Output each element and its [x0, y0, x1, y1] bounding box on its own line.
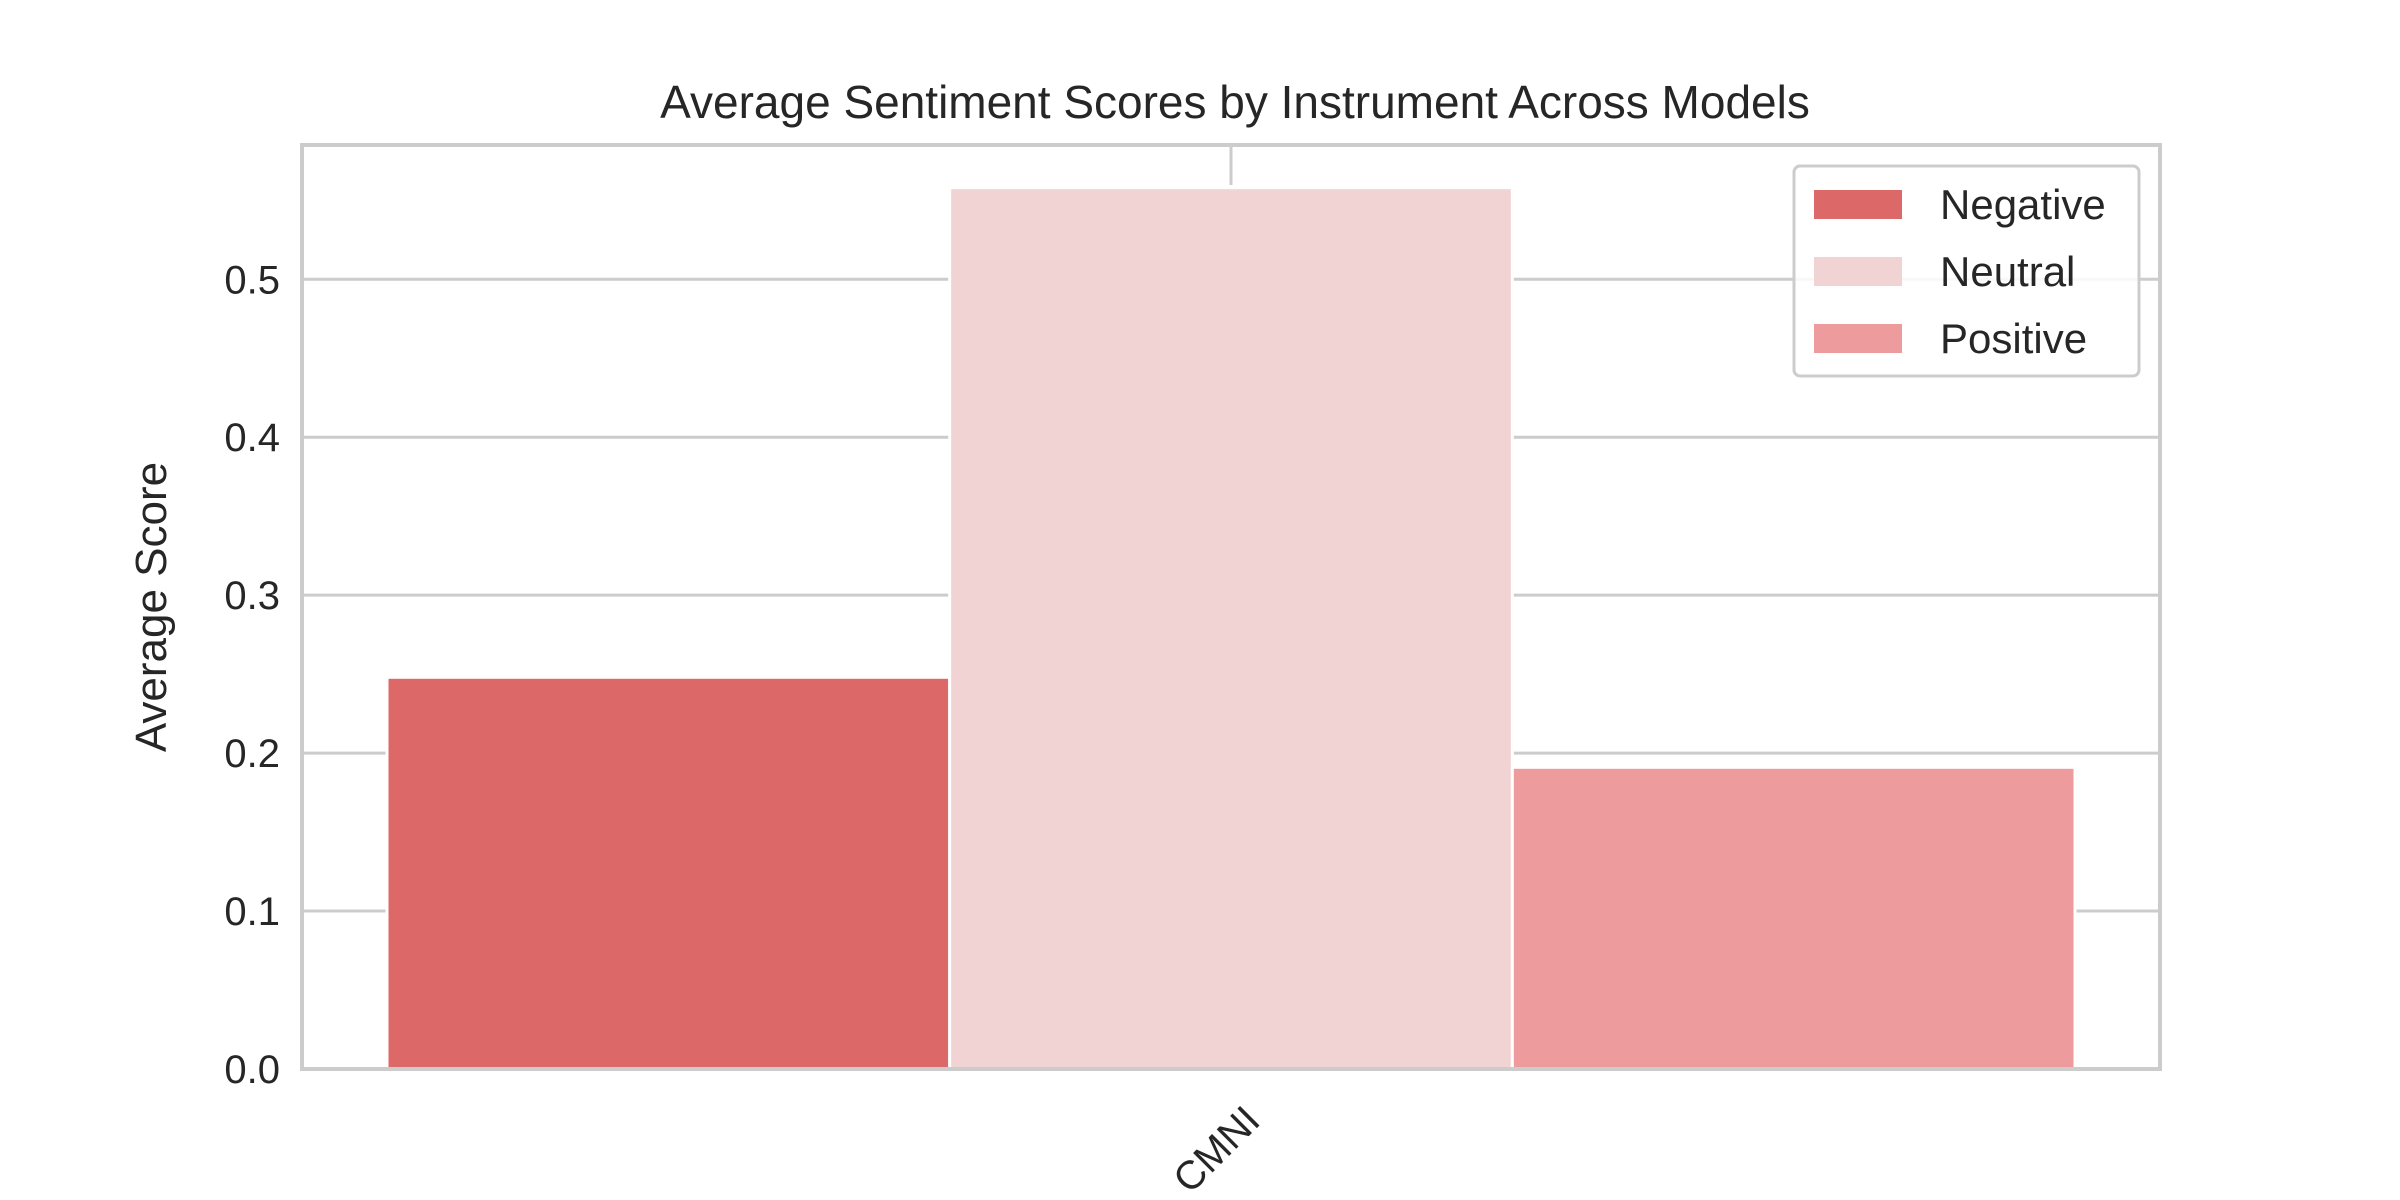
plot-frame — [300, 143, 2162, 1071]
chart-title: Average Sentiment Scores by Instrument A… — [660, 76, 1810, 128]
legend-swatch-neutral — [1814, 257, 1902, 286]
y-tick-label: 0.2 — [224, 732, 280, 776]
legend-label-positive: Positive — [1940, 315, 2087, 362]
legend: Negative Neutral Positive — [1792, 164, 2141, 378]
y-tick-label: 0.4 — [224, 416, 280, 460]
y-axis-label: Average Score — [127, 462, 176, 752]
legend-label-negative: Negative — [1940, 181, 2106, 228]
x-tick-label: CMNI — [1165, 1098, 1268, 1200]
x-ticks: CMNI — [1165, 1098, 1268, 1200]
legend-swatch-negative — [1814, 190, 1902, 219]
bar-positive — [1510, 765, 2077, 1071]
legend-label-neutral: Neutral — [1940, 248, 2075, 295]
y-tick-label: 0.5 — [224, 258, 280, 302]
bars — [385, 186, 2077, 1071]
y-tick-label: 0.1 — [224, 890, 280, 934]
y-ticks: 0.0 0.1 0.2 0.3 0.4 0.5 — [224, 258, 280, 1092]
y-tick-label: 0.0 — [224, 1048, 280, 1092]
bar-negative — [385, 675, 952, 1071]
legend-swatch-positive — [1814, 324, 1902, 353]
y-tick-label: 0.3 — [224, 574, 280, 618]
bar-neutral — [948, 186, 1514, 1071]
